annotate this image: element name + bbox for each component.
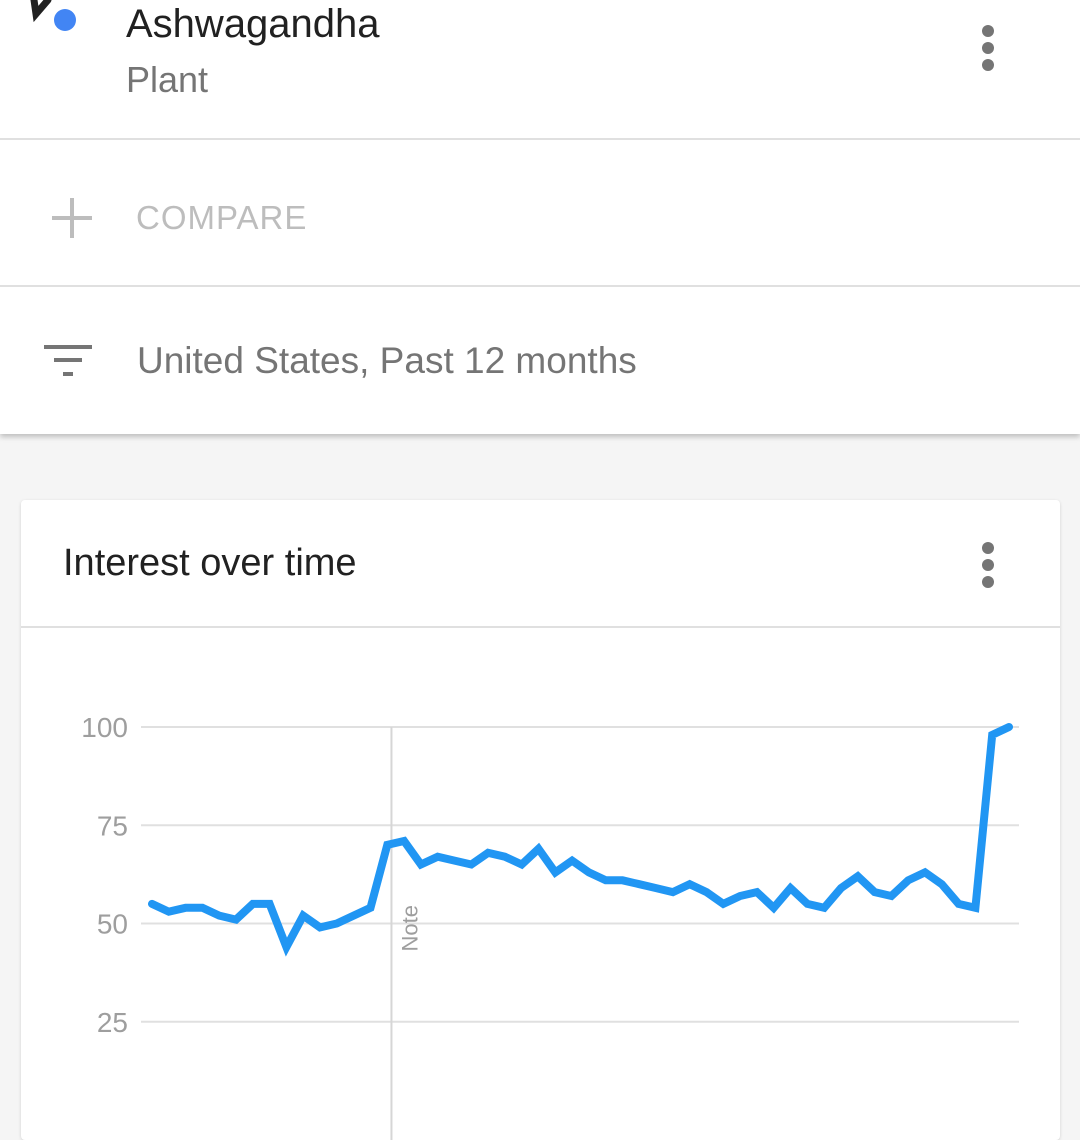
- data-point: [216, 913, 222, 919]
- search-term-title: Ashwagandha: [126, 2, 380, 46]
- data-point: [603, 877, 609, 883]
- interest-over-time-card: Interest over time 100 75 50 25 Note: [21, 500, 1060, 1140]
- data-point: [166, 909, 172, 915]
- data-point: [283, 944, 289, 950]
- data-point: [351, 913, 357, 919]
- data-point: [468, 862, 474, 868]
- data-point: [872, 889, 878, 895]
- data-point: [771, 905, 777, 911]
- data-point: [149, 901, 155, 907]
- data-point: [418, 862, 424, 868]
- explore-header-panel: Ashwagandha Plant COMPARE United States,…: [0, 0, 1080, 434]
- data-point: [888, 893, 894, 899]
- search-term-category: Plant: [126, 59, 209, 100]
- filter-list-icon: [44, 345, 94, 379]
- compare-button[interactable]: COMPARE: [0, 140, 1080, 285]
- data-point: [838, 885, 844, 891]
- interest-line-chart[interactable]: 100 75 50 25 Note: [21, 500, 1060, 1140]
- data-point: [519, 862, 525, 868]
- data-point: [653, 885, 659, 891]
- series-line-ashwagandha: [148, 723, 1013, 957]
- more-vert-icon[interactable]: [978, 25, 998, 75]
- divider: [0, 285, 1080, 287]
- data-point: [704, 889, 710, 895]
- more-vert-icon[interactable]: [978, 542, 998, 592]
- data-point: [502, 854, 508, 860]
- data-point: [989, 732, 995, 738]
- plus-icon: [52, 198, 92, 238]
- card-divider: [21, 626, 1060, 628]
- data-point: [317, 924, 323, 930]
- data-point: [384, 842, 390, 848]
- data-point: [368, 905, 374, 911]
- filter-button[interactable]: United States, Past 12 months: [0, 287, 1080, 434]
- data-point: [1006, 724, 1012, 730]
- compare-label: COMPARE: [136, 199, 308, 236]
- data-point: [788, 885, 794, 891]
- y-tick-label: 100: [81, 712, 128, 743]
- term-color-marker-icon: [30, 0, 76, 31]
- data-point: [452, 858, 458, 864]
- term-color-dot: [54, 9, 76, 31]
- data-point: [233, 917, 239, 923]
- data-point: [300, 913, 306, 919]
- data-point: [183, 905, 189, 911]
- data-point: [586, 869, 592, 875]
- data-point: [435, 854, 441, 860]
- data-point: [636, 881, 642, 887]
- data-point: [670, 889, 676, 895]
- data-point: [922, 869, 928, 875]
- data-point: [250, 901, 256, 907]
- divider: [0, 138, 1080, 140]
- data-point: [536, 846, 542, 852]
- data-point: [972, 905, 978, 911]
- data-point: [199, 905, 205, 911]
- card-title: Interest over time: [63, 542, 357, 584]
- filter-summary-label: United States, Past 12 months: [137, 340, 637, 381]
- y-tick-label: 50: [97, 909, 128, 940]
- data-point: [956, 901, 962, 907]
- data-point: [754, 889, 760, 895]
- data-point: [737, 893, 743, 899]
- data-point: [620, 877, 626, 883]
- y-tick-label: 75: [97, 810, 128, 841]
- data-point: [804, 901, 810, 907]
- data-point: [821, 905, 827, 911]
- data-point: [485, 850, 491, 856]
- data-point: [401, 838, 407, 844]
- data-point: [720, 901, 726, 907]
- data-point: [855, 873, 861, 879]
- data-point: [569, 858, 575, 864]
- note-annotation-label: Note: [397, 905, 422, 951]
- data-point: [334, 921, 340, 927]
- data-point: [552, 869, 558, 875]
- y-tick-label: 25: [97, 1007, 128, 1038]
- data-point: [939, 881, 945, 887]
- data-point: [905, 877, 911, 883]
- data-point: [267, 901, 273, 907]
- search-term-row[interactable]: Ashwagandha Plant: [0, 0, 1080, 138]
- data-point: [687, 881, 693, 887]
